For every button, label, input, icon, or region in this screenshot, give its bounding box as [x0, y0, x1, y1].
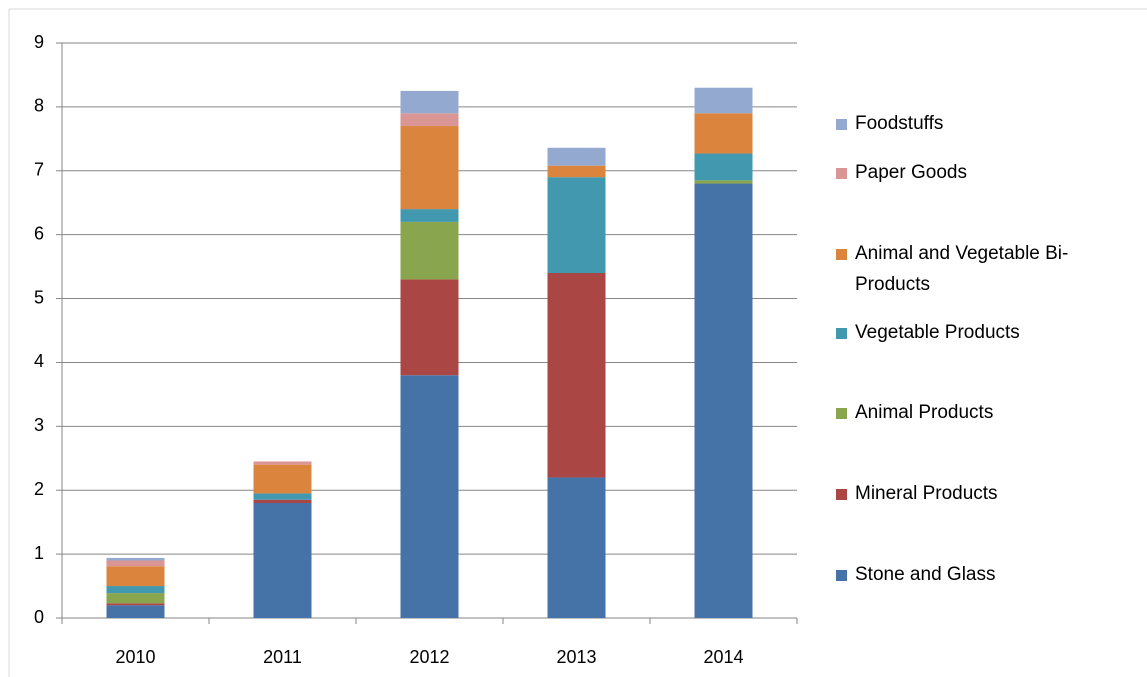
- bar-segment: [106, 603, 165, 606]
- legend-swatch: [836, 249, 847, 260]
- y-tick-label: 3: [34, 415, 44, 435]
- bar-segment: [400, 279, 459, 376]
- legend-label: Foodstuffs: [855, 113, 944, 134]
- y-tick-label: 1: [34, 543, 44, 563]
- legend-swatch: [836, 408, 847, 419]
- y-tick-label: 4: [34, 351, 44, 371]
- x-tick-label: 2010: [115, 647, 155, 667]
- bar-segment: [253, 464, 312, 494]
- legend-label: Stone and Glass: [855, 564, 996, 585]
- bar-segment: [400, 221, 459, 280]
- y-tick-label: 5: [34, 287, 44, 307]
- bar-segment: [253, 499, 312, 503]
- bar-segment: [106, 593, 165, 604]
- bar-segment: [106, 605, 165, 618]
- legend-swatch: [836, 119, 847, 130]
- bar-segment: [400, 375, 459, 618]
- legend-label: Mineral Products: [855, 483, 998, 504]
- bar-segment: [400, 209, 459, 222]
- bar-segment: [253, 461, 312, 465]
- bar-segment: [400, 126, 459, 210]
- bar-segment: [547, 147, 606, 166]
- bar-segment: [106, 586, 165, 594]
- y-tick-label: 7: [34, 160, 44, 180]
- y-tick-label: 2: [34, 479, 44, 499]
- bar-segment: [547, 165, 606, 178]
- bar-segment: [253, 503, 312, 618]
- bar-segment: [547, 273, 606, 478]
- x-tick-label: 2011: [263, 647, 302, 667]
- bar-segment: [694, 113, 753, 154]
- bar-segment: [547, 477, 606, 618]
- legend-swatch: [836, 328, 847, 339]
- bar-segment: [106, 557, 165, 561]
- x-tick-label: 2014: [703, 647, 743, 667]
- y-tick-label: 8: [34, 96, 44, 116]
- legend-swatch: [836, 570, 847, 581]
- legend-label: Vegetable Products: [855, 322, 1020, 343]
- bar-segment: [694, 180, 753, 184]
- legend-swatch: [836, 489, 847, 500]
- bar-segment: [400, 113, 459, 127]
- bar-segment: [400, 90, 459, 114]
- y-tick-label: 9: [34, 32, 44, 52]
- y-tick-label: 0: [34, 607, 44, 627]
- x-tick-label: 2012: [409, 647, 449, 667]
- y-tick-label: 6: [34, 223, 44, 243]
- bar-segment: [694, 87, 753, 114]
- bar-segment: [694, 183, 753, 619]
- bar-segment: [547, 177, 606, 273]
- legend-label: Paper Goods: [855, 162, 967, 183]
- bar-segment: [694, 153, 753, 181]
- legend-label: Animal Products: [855, 402, 994, 423]
- legend-swatch: [836, 168, 847, 179]
- bar-segment: [253, 493, 312, 500]
- legend-label: Animal and Vegetable Bi-Products: [855, 243, 1069, 295]
- x-tick-label: 2013: [556, 647, 596, 667]
- bar-segment: [106, 566, 165, 587]
- bar-segment: [106, 560, 165, 567]
